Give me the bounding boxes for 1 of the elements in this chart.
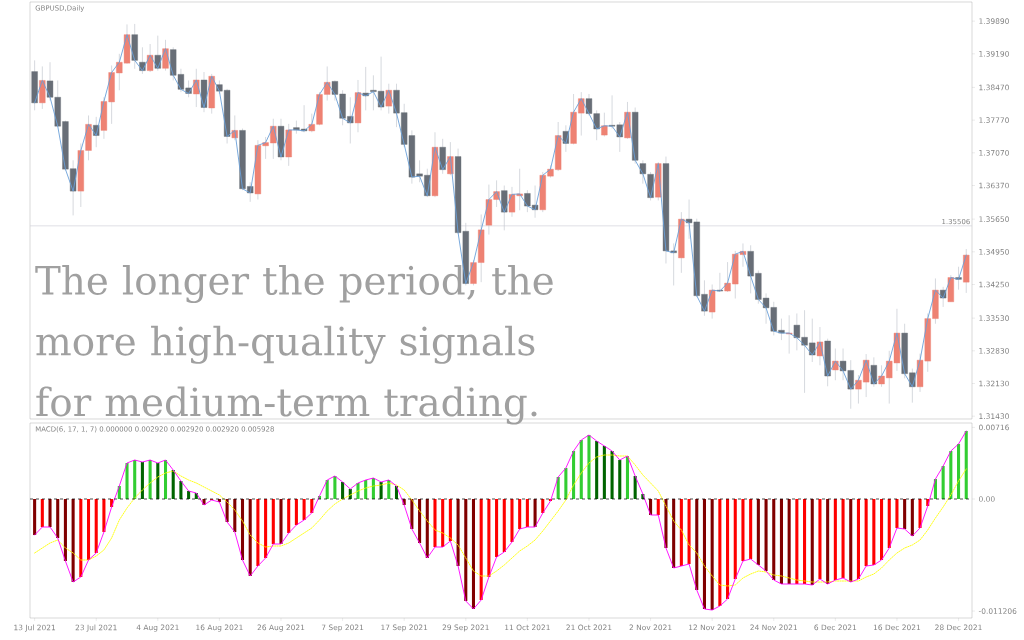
annotation: The longer the period, the more high-quality signals for medium-term trading.: [35, 264, 553, 425]
